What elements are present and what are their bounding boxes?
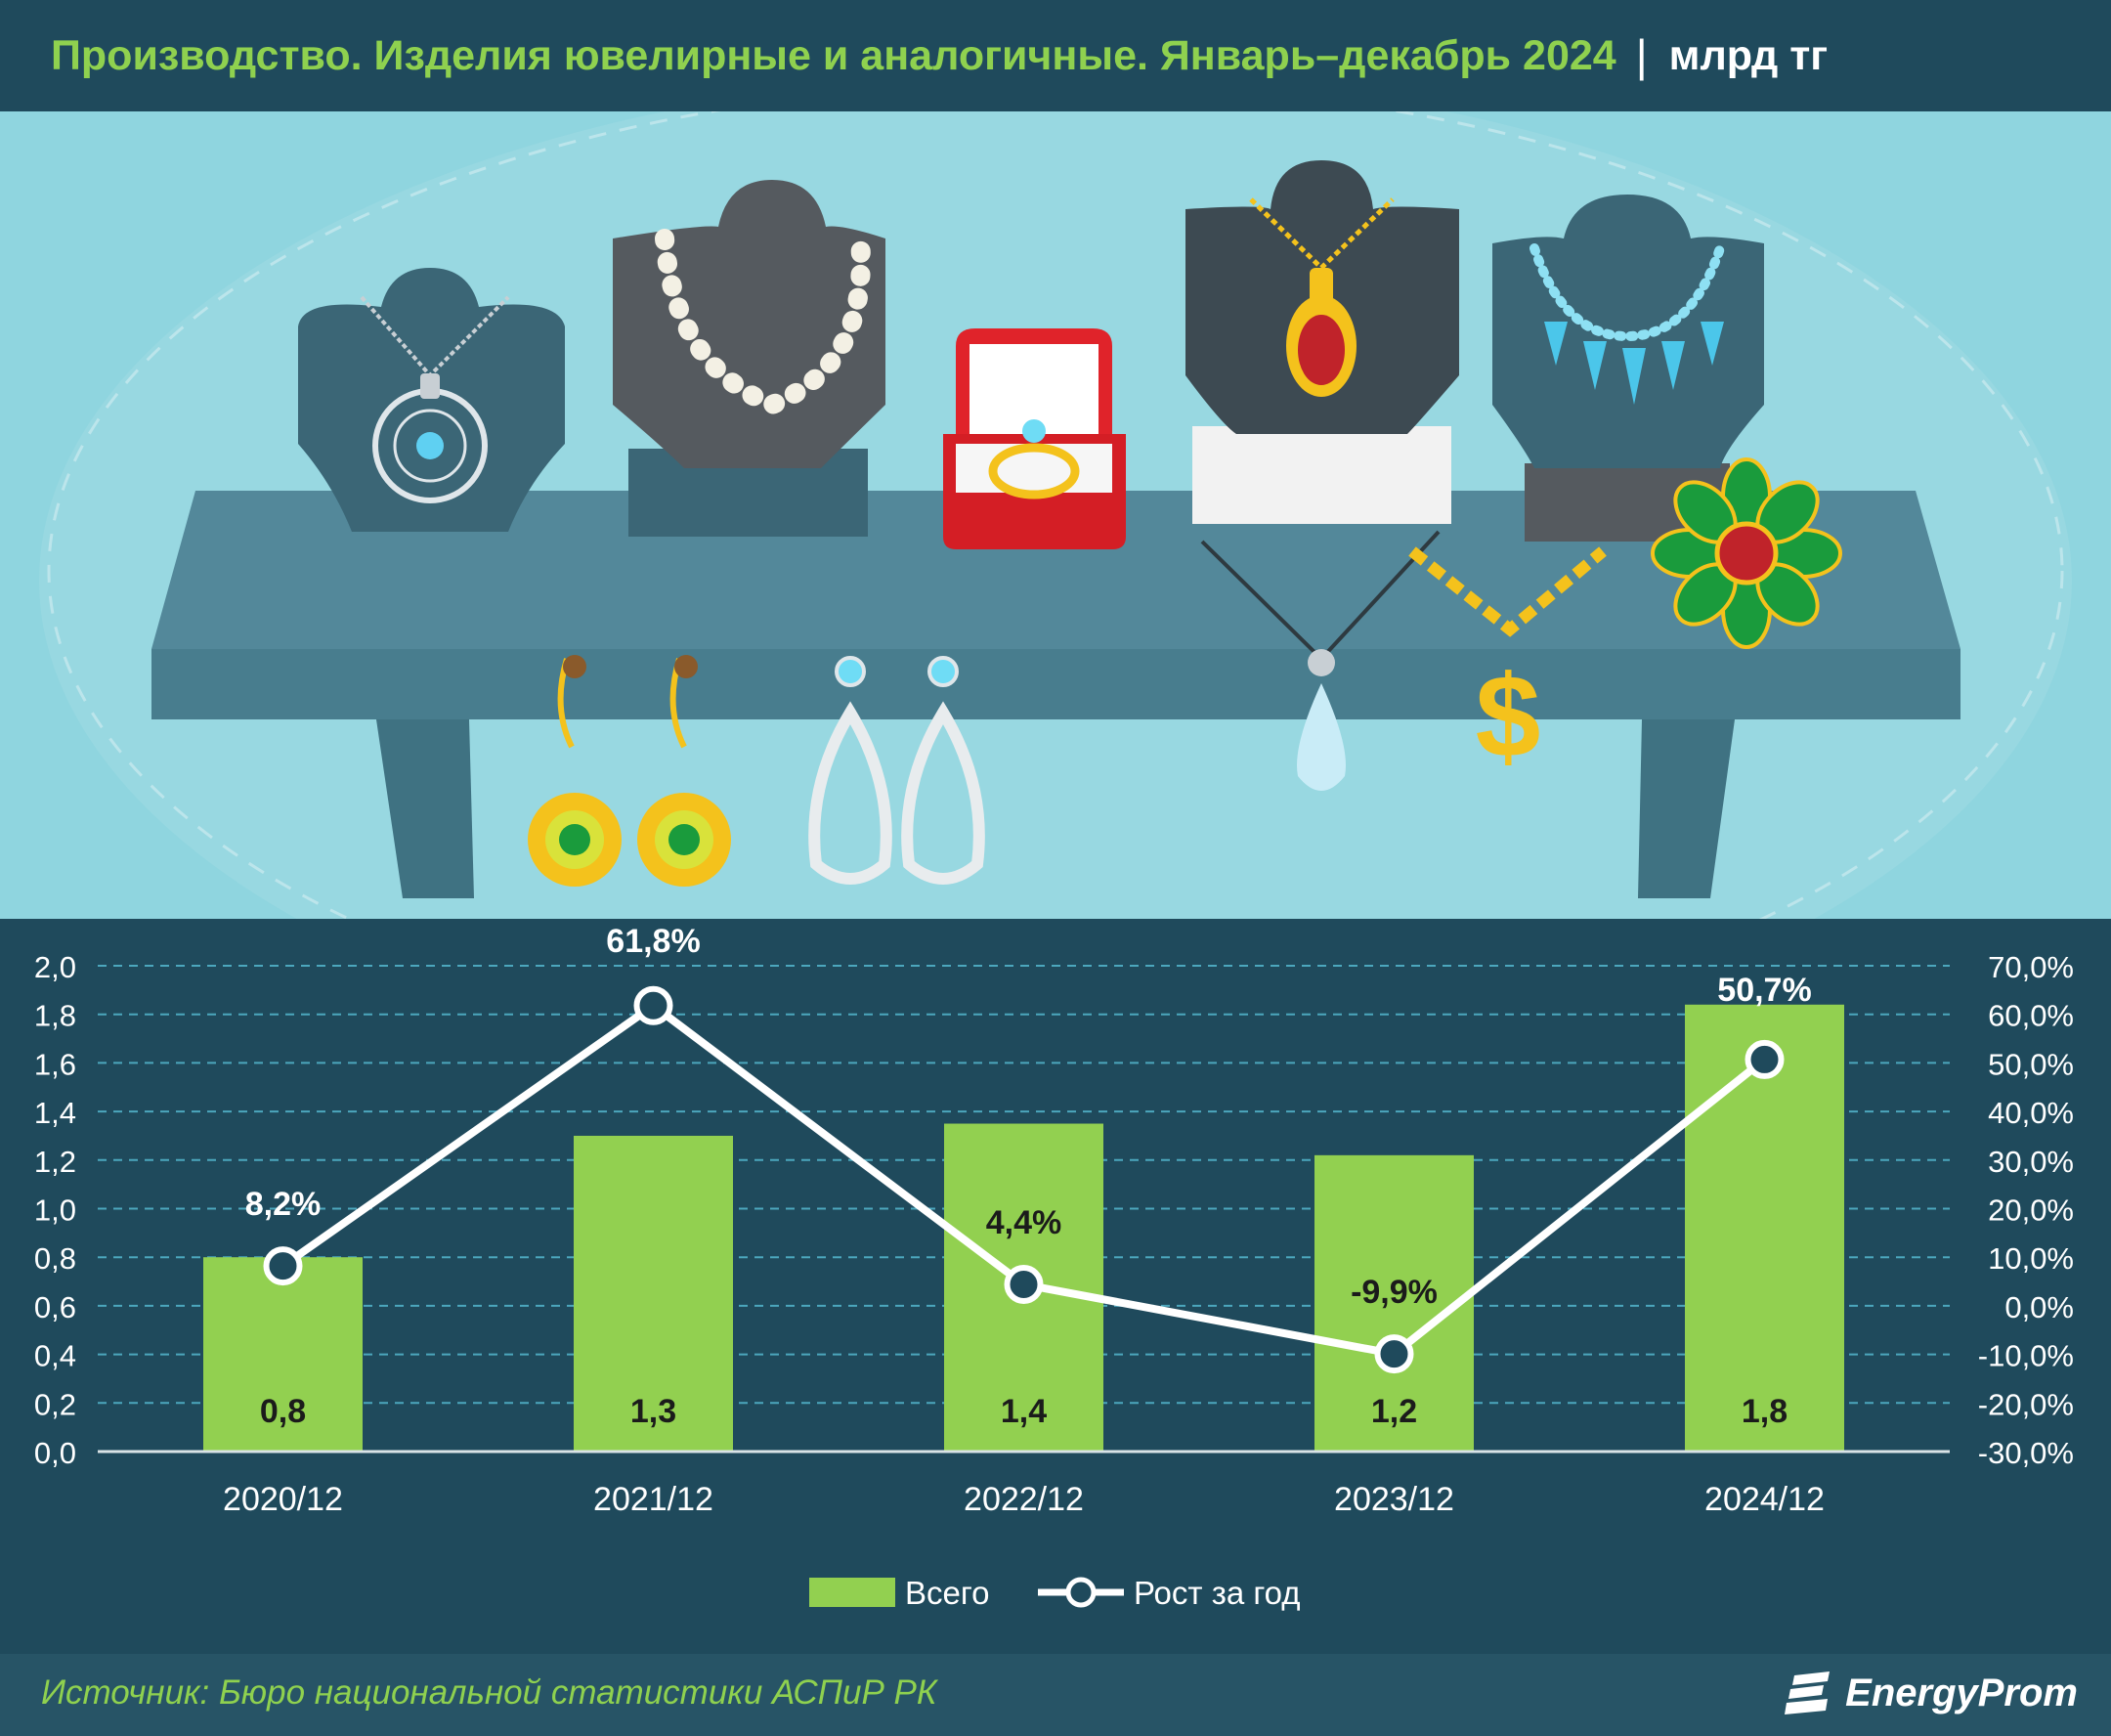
gold-pendant-bust-image — [1185, 160, 1459, 524]
left-tick-label: 1,2 — [34, 1145, 76, 1179]
right-tick-label: 70,0% — [1988, 950, 2074, 984]
growth-data-label: 8,2% — [245, 1186, 322, 1223]
x-tick-label: 2021/12 — [593, 1481, 713, 1518]
green-brooch-image — [1651, 457, 1842, 649]
left-tick-label: 1,0 — [34, 1194, 76, 1228]
ring-box-image — [943, 328, 1126, 549]
footer-bar: Источник: Бюро национальной статистики А… — [0, 1654, 2111, 1736]
legend-label-rost: Рост за год — [1134, 1575, 1301, 1611]
growth-point — [1374, 1334, 1414, 1374]
legend-swatch-vsego — [809, 1578, 895, 1607]
brand-name: EnergyProm — [1845, 1671, 2078, 1714]
growth-data-label: 61,8% — [606, 923, 700, 960]
left-tick-label: 0,2 — [34, 1387, 76, 1421]
gold-dollar-chain-image: $ — [1408, 546, 1607, 782]
left-tick-label: 0,4 — [34, 1339, 76, 1373]
x-tick-label: 2024/12 — [1704, 1481, 1825, 1518]
growth-point — [263, 1246, 303, 1286]
source-note: Источник: Бюро национальной статистики А… — [41, 1673, 937, 1712]
jewelry-scene-image: $ — [39, 111, 2072, 919]
display-table-image — [151, 491, 1960, 898]
brand-logo: EnergyProm — [1785, 1668, 2078, 1718]
bar — [574, 1135, 733, 1452]
bar-value-label: 1,2 — [1371, 1393, 1417, 1430]
bar — [1685, 1004, 1844, 1452]
chart-title: Производство. Изделия ювелирные и аналог… — [51, 31, 1616, 79]
chart-area: 0,0 0,2 0,4 0,6 0,8 1,0 1,2 1,4 1,6 1,8 2,0 -30,0%… — [0, 919, 2111, 1654]
jewelry-illustration: $ — [0, 111, 2111, 919]
silver-teardrop-earrings-image — [808, 656, 985, 885]
energyprom-logo-icon — [1785, 1671, 1831, 1714]
x-tick-label: 2023/12 — [1334, 1481, 1454, 1518]
category-labels: 2020/12 2021/12 2022/12 2023/12 2024/12 — [223, 1481, 1825, 1518]
left-tick-label: 0,6 — [34, 1290, 76, 1324]
growth-point — [1004, 1265, 1044, 1305]
bar-value-label: 0,8 — [260, 1393, 306, 1430]
left-axis-ticks: 0,0 0,2 0,4 0,6 0,8 1,0 1,2 1,4 1,6 1,8 2,0 — [34, 950, 76, 1470]
growth-point — [633, 985, 673, 1025]
bar-value-label: 1,8 — [1742, 1393, 1788, 1430]
left-tick-label: 1,4 — [34, 1096, 76, 1130]
right-tick-label: 10,0% — [1988, 1241, 2074, 1276]
unit-label: млрд тг — [1668, 31, 1829, 79]
right-tick-label: 60,0% — [1988, 999, 2074, 1033]
gold-green-earrings-image — [528, 655, 731, 887]
left-tick-label: 2,0 — [34, 950, 76, 984]
right-tick-label: 30,0% — [1988, 1145, 2074, 1179]
bar-value-label: 1,3 — [630, 1393, 676, 1430]
title-separator: | — [1635, 30, 1648, 81]
bar — [203, 1257, 363, 1452]
combo-chart: 0,0 0,2 0,4 0,6 0,8 1,0 1,2 1,4 1,6 1,8 2,0 -30,0%… — [34, 923, 2074, 1611]
bar — [1314, 1154, 1474, 1452]
legend: Всего Рост за год — [809, 1575, 1301, 1611]
right-tick-label: 50,0% — [1988, 1047, 2074, 1081]
bar-value-label: 1,4 — [1001, 1393, 1047, 1430]
legend-label-vsego: Всего — [905, 1575, 990, 1611]
growth-data-label: -9,9% — [1351, 1274, 1438, 1311]
line-series-rost-za-god: 8,2% 61,8% 4,4% -9,9% 50,7% — [245, 923, 1812, 1374]
left-tick-label: 0,8 — [34, 1241, 76, 1276]
right-tick-label: 20,0% — [1988, 1194, 2074, 1228]
legend-swatch-rost-marker — [1065, 1577, 1097, 1608]
x-tick-label: 2020/12 — [223, 1481, 343, 1518]
right-tick-label: -10,0% — [1978, 1339, 2074, 1373]
left-tick-label: 1,8 — [34, 999, 76, 1033]
left-tick-label: 1,6 — [34, 1047, 76, 1081]
growth-data-label: 50,7% — [1717, 972, 1811, 1009]
x-tick-label: 2022/12 — [964, 1481, 1084, 1518]
left-tick-label: 0,0 — [34, 1436, 76, 1470]
header-bar: Производство. Изделия ювелирные и аналог… — [0, 0, 2111, 111]
svg-text:$: $ — [1476, 651, 1541, 782]
growth-point — [1745, 1039, 1785, 1079]
right-tick-label: 0,0% — [2004, 1290, 2074, 1324]
silver-medallion-bust-image — [298, 268, 565, 532]
right-tick-label: -20,0% — [1978, 1387, 2074, 1421]
right-tick-label: -30,0% — [1978, 1436, 2074, 1470]
bar-series-vsego: 0,8 1,3 1,4 1,2 1,8 — [203, 1004, 1844, 1452]
crystal-drop-pendant-image — [1200, 530, 1441, 791]
right-tick-label: 40,0% — [1988, 1096, 2074, 1130]
right-axis-ticks: -30,0% -20,0% -10,0% 0,0% 10,0% 20,0% 30,0% 40,… — [1978, 950, 2074, 1470]
pearl-necklace-bust-image — [613, 180, 885, 537]
growth-data-label: 4,4% — [986, 1204, 1062, 1241]
